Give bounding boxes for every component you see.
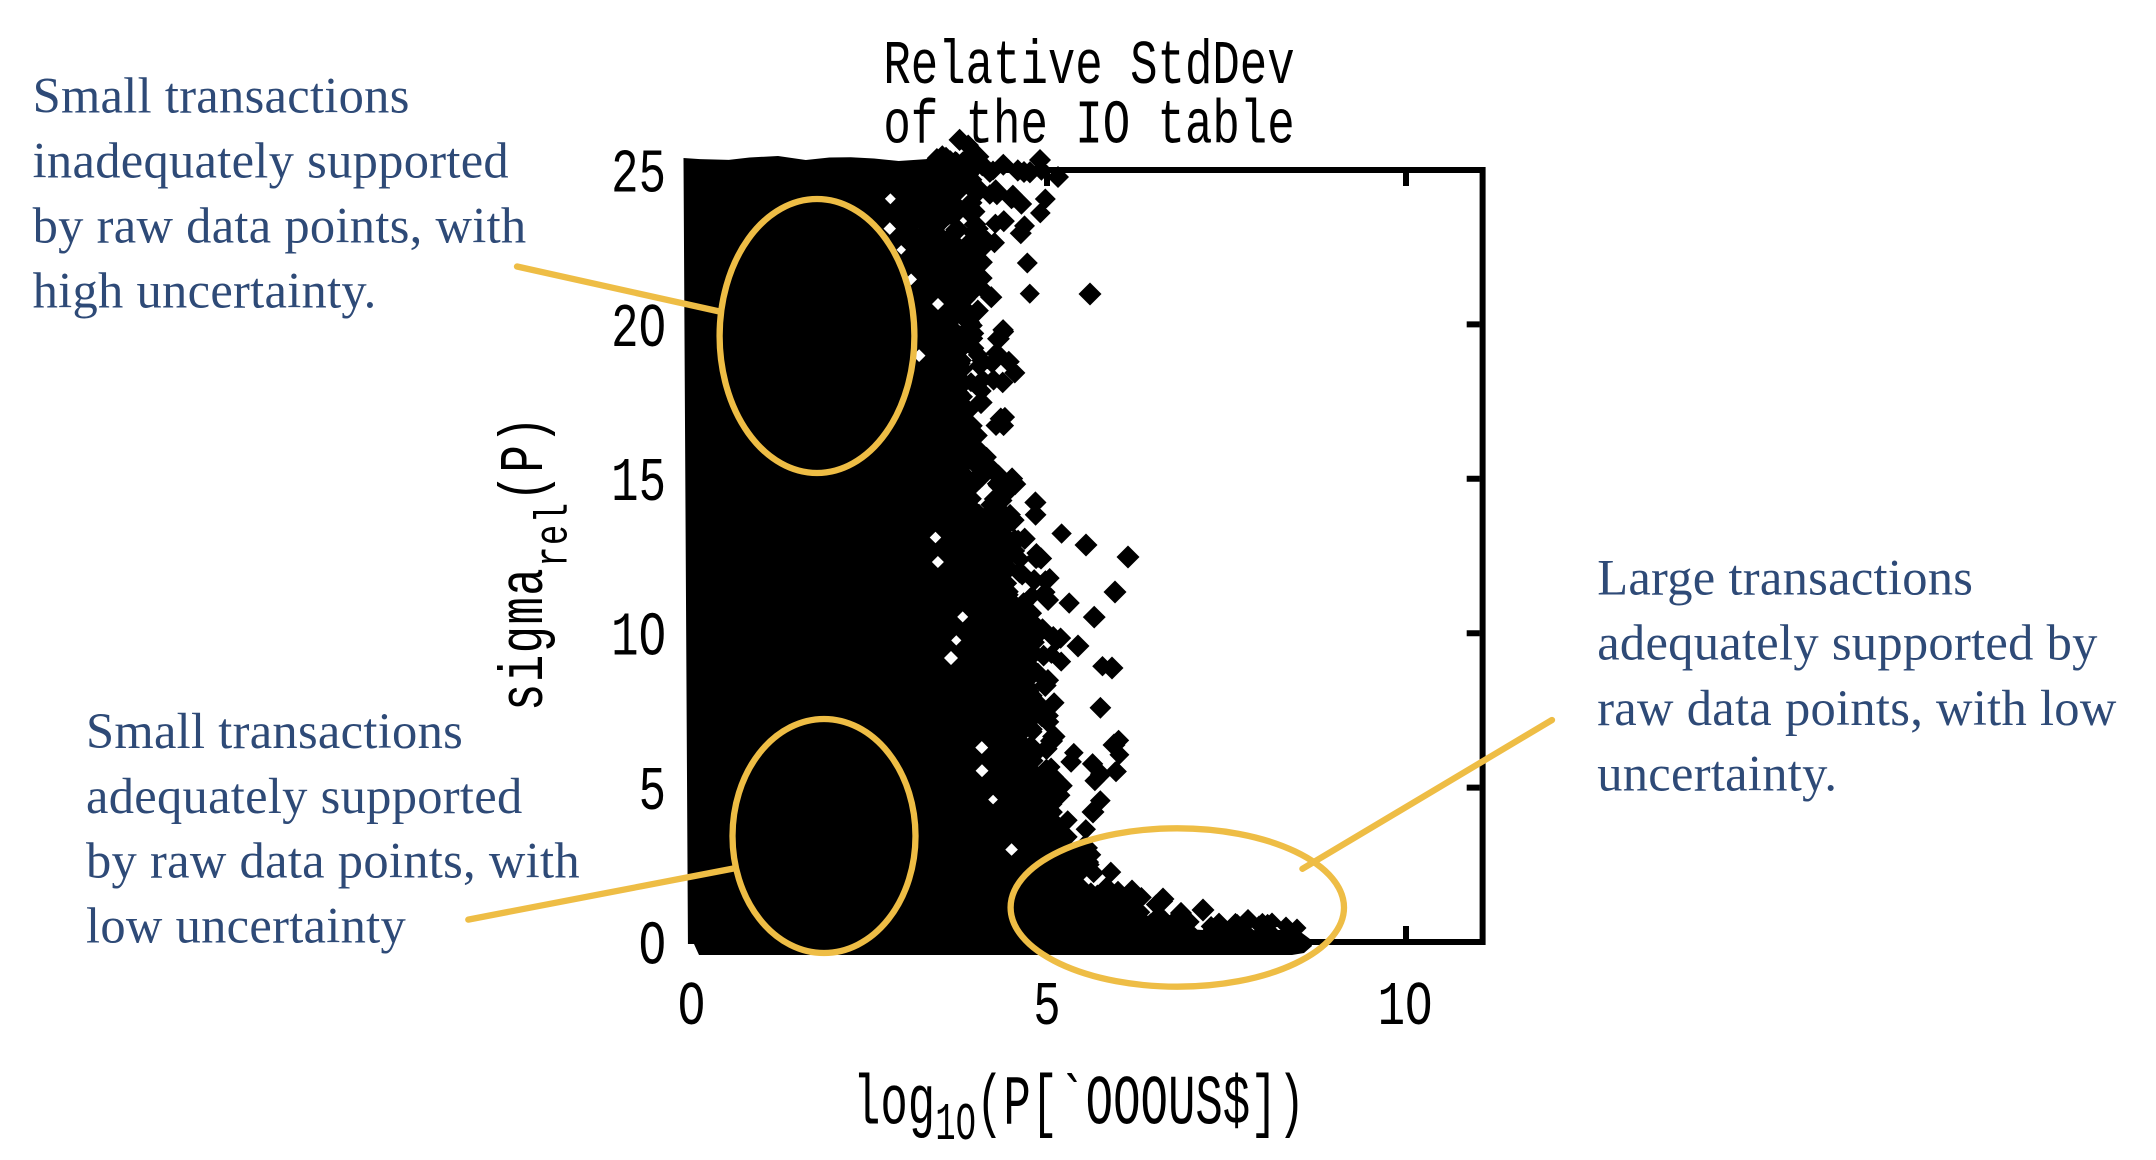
- svg-text:of the IO table: of the IO table: [883, 93, 1294, 163]
- svg-text:1O: 1O: [611, 604, 666, 674]
- svg-text:5: 5: [639, 759, 666, 829]
- svg-text:Small transactions: Small transactions: [86, 703, 463, 759]
- svg-text:Small transactions: Small transactions: [33, 67, 410, 123]
- svg-text:by raw data points, with: by raw data points, with: [86, 833, 580, 889]
- svg-text:Large transactions: Large transactions: [1597, 549, 1973, 605]
- svg-text:by raw data points, with: by raw data points, with: [33, 198, 527, 254]
- svg-text:O: O: [678, 974, 705, 1044]
- svg-text:2O: 2O: [611, 296, 666, 366]
- svg-text:15: 15: [611, 450, 666, 520]
- svg-text:5: 5: [1033, 974, 1060, 1044]
- svg-text:25: 25: [611, 141, 666, 211]
- svg-text:adequately supported: adequately supported: [86, 768, 523, 824]
- svg-text:uncertainty.: uncertainty.: [1597, 745, 1837, 801]
- svg-text:Relative StdDev: Relative StdDev: [883, 33, 1294, 103]
- svg-text:O: O: [639, 913, 666, 983]
- svg-text:low uncertainty: low uncertainty: [86, 897, 406, 953]
- svg-text:adequately supported by: adequately supported by: [1597, 615, 2098, 671]
- svg-text:1O: 1O: [1378, 974, 1433, 1044]
- svg-text:high uncertainty.: high uncertainty.: [33, 263, 377, 319]
- svg-text:inadequately supported: inadequately supported: [33, 132, 509, 188]
- svg-text:raw data points, with low: raw data points, with low: [1597, 680, 2117, 736]
- svg-text:log1O(P[`OOOUS$]): log1O(P[`OOOUS$]): [853, 1064, 1305, 1156]
